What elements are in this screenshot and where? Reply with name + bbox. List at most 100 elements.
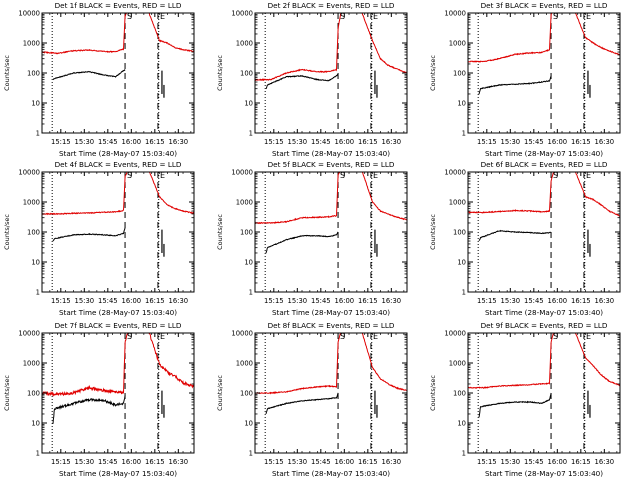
y-axis-label: Counts/sec	[216, 214, 224, 250]
x-tick-label: 16:30	[169, 297, 189, 305]
y-tick-label: 10000	[231, 169, 253, 177]
start-marker-label: S	[340, 171, 345, 180]
start-marker-label: S	[553, 171, 558, 180]
y-tick-label: 10	[31, 420, 40, 428]
events-series-line	[52, 395, 126, 424]
start-marker-label: S	[553, 332, 558, 341]
y-tick-label: 10	[31, 259, 40, 267]
plot-frame	[254, 12, 408, 134]
panel-3: Det 3f BLACK = Events, RED = LLD Counts/s…	[429, 1, 621, 158]
plot-frame	[41, 171, 195, 293]
panel-6: Det 6f BLACK = Events, RED = LLD Counts/s…	[429, 160, 621, 317]
panel-title: Det 8f BLACK = Events, RED = LLD	[268, 321, 395, 330]
plot-area	[468, 172, 620, 292]
plot-frame	[467, 332, 621, 454]
end-marker-label: E	[160, 171, 165, 180]
x-tick-label: 15:15	[51, 458, 71, 466]
y-tick-label: 1000	[449, 40, 466, 48]
y-tick-label: 100	[453, 390, 466, 398]
panel-9: Det 9f BLACK = Events, RED = LLD Counts/s…	[429, 321, 621, 478]
y-tick-label: 10000	[18, 10, 40, 18]
lld-series-line	[42, 333, 194, 397]
plot-area	[468, 333, 620, 453]
x-tick-label: 15:30	[288, 138, 308, 146]
y-tick-label: 1	[462, 130, 466, 138]
x-axis-label: Start Time (28-May-07 15:03:40)	[485, 469, 603, 478]
x-tick-label: 16:15	[145, 297, 165, 305]
x-tick-label: 15:45	[98, 138, 118, 146]
end-marker-label: E	[373, 332, 378, 341]
end-marker-label: E	[586, 171, 591, 180]
y-tick-label: 100	[27, 229, 40, 237]
y-tick-label: 1000	[236, 40, 253, 48]
x-axis-label: Start Time (28-May-07 15:03:40)	[272, 308, 390, 317]
events-series-line	[52, 227, 126, 242]
x-tick-label: 16:00	[335, 138, 355, 146]
events-series-line	[52, 69, 126, 81]
panel-2: Det 2f BLACK = Events, RED = LLD Counts/s…	[216, 1, 408, 158]
y-axis-label: Counts/sec	[216, 55, 224, 91]
y-tick-label: 100	[453, 70, 466, 78]
start-marker-label: S	[127, 12, 132, 21]
x-tick-label: 16:00	[548, 138, 568, 146]
x-tick-label: 16:00	[548, 297, 568, 305]
y-tick-label: 1000	[23, 40, 40, 48]
x-tick-label: 15:30	[501, 138, 521, 146]
plot-area	[42, 13, 194, 133]
x-tick-label: 16:30	[382, 458, 402, 466]
y-tick-label: 100	[240, 70, 253, 78]
y-tick-label: 10000	[231, 330, 253, 338]
events-series-line	[265, 73, 339, 90]
x-tick-label: 15:15	[477, 297, 497, 305]
plot-frame	[254, 171, 408, 293]
x-tick-label: 15:45	[524, 297, 544, 305]
x-tick-label: 15:15	[477, 458, 497, 466]
panel-5: Det 5f BLACK = Events, RED = LLD Counts/s…	[216, 160, 408, 317]
lld-series-line	[468, 172, 620, 217]
y-tick-label: 1000	[236, 360, 253, 368]
x-axis-label: Start Time (28-May-07 15:03:40)	[59, 469, 177, 478]
plot-area	[42, 172, 194, 292]
y-tick-label: 100	[240, 390, 253, 398]
lld-series-line	[42, 172, 194, 216]
x-tick-label: 16:15	[571, 138, 591, 146]
x-tick-label: 15:15	[264, 138, 284, 146]
y-tick-label: 10	[244, 420, 253, 428]
y-axis-label: Counts/sec	[429, 55, 437, 91]
x-axis-label: Start Time (28-May-07 15:03:40)	[59, 308, 177, 317]
y-tick-label: 10000	[231, 10, 253, 18]
end-marker-label: E	[586, 332, 591, 341]
panel-title: Det 2f BLACK = Events, RED = LLD	[268, 1, 395, 10]
start-marker-label: S	[340, 332, 345, 341]
x-tick-label: 15:15	[264, 297, 284, 305]
end-marker-label: E	[160, 332, 165, 341]
y-tick-label: 1000	[236, 199, 253, 207]
y-tick-label: 10000	[444, 330, 466, 338]
x-tick-label: 15:15	[477, 138, 497, 146]
plot-frame	[467, 171, 621, 293]
x-tick-label: 16:30	[595, 458, 615, 466]
x-tick-label: 15:45	[98, 297, 118, 305]
y-tick-label: 10	[244, 100, 253, 108]
x-tick-label: 16:00	[122, 297, 142, 305]
x-axis-label: Start Time (28-May-07 15:03:40)	[272, 149, 390, 158]
y-axis-label: Counts/sec	[429, 214, 437, 250]
x-tick-label: 16:15	[571, 458, 591, 466]
y-tick-label: 1	[36, 289, 40, 297]
plot-frame	[41, 12, 195, 134]
y-tick-label: 1	[36, 450, 40, 458]
plot-area	[255, 13, 407, 133]
panel-title: Det 9f BLACK = Events, RED = LLD	[481, 321, 608, 330]
y-axis-label: Counts/sec	[429, 375, 437, 411]
start-marker-label: S	[127, 171, 132, 180]
panel-title: Det 6f BLACK = Events, RED = LLD	[481, 160, 608, 169]
x-tick-label: 16:30	[382, 297, 402, 305]
x-tick-label: 15:30	[75, 458, 95, 466]
panel-title: Det 3f BLACK = Events, RED = LLD	[481, 1, 608, 10]
x-tick-label: 15:15	[264, 458, 284, 466]
events-series-line	[265, 231, 339, 254]
end-marker-label: E	[373, 12, 378, 21]
x-tick-label: 15:15	[51, 297, 71, 305]
y-tick-label: 10	[457, 100, 466, 108]
x-tick-label: 15:45	[311, 458, 331, 466]
